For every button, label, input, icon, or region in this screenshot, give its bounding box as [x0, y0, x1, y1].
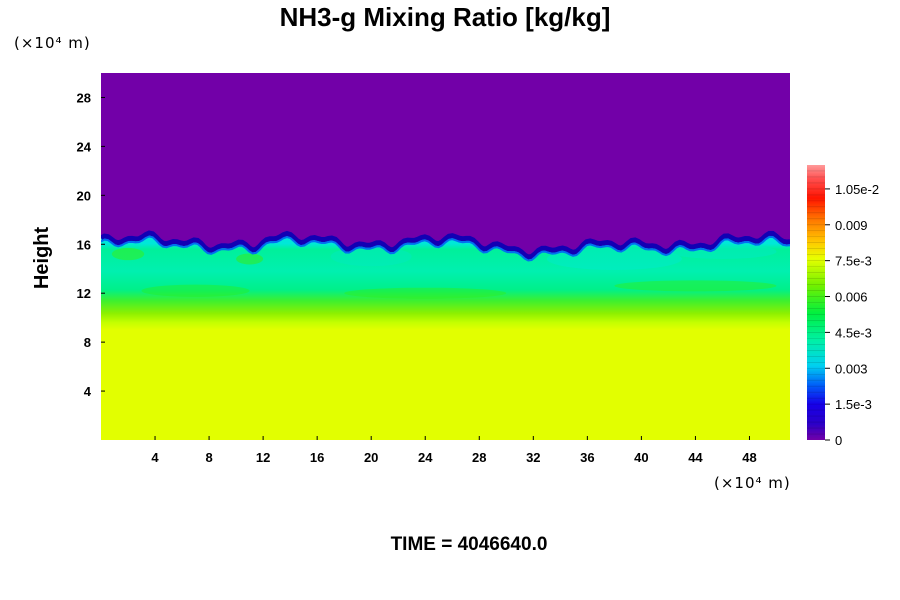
- colorbar-label: 7.5e-3: [835, 254, 872, 269]
- colorbar-label: 0.006: [835, 290, 868, 305]
- field-patch: [111, 247, 145, 261]
- field-patch: [344, 287, 507, 299]
- x-tick-label: 16: [310, 450, 324, 465]
- y-tick-label: 8: [84, 335, 91, 350]
- x-tick-label: 28: [472, 450, 486, 465]
- y-tick-label: 28: [77, 90, 91, 105]
- plot-area: [101, 73, 790, 440]
- y-tick-label: 16: [77, 237, 91, 252]
- y-axis-ticks: 4 8 12 16 20 24 28: [77, 90, 105, 399]
- x-tick-label: 4: [151, 450, 159, 465]
- upper-region-fill: [101, 73, 790, 257]
- colorbar-label: 4.5e-3: [835, 325, 872, 340]
- y-tick-label: 24: [77, 139, 92, 154]
- chart-title: NH3-g Mixing Ratio [kg/kg]: [280, 2, 611, 32]
- field-patch: [236, 253, 264, 265]
- x-tick-label: 48: [742, 450, 756, 465]
- y-tick-label: 4: [84, 384, 92, 399]
- field-patch: [141, 284, 250, 297]
- x-tick-label: 20: [364, 450, 378, 465]
- colorbar-labels: 0 1.5e-3 0.003 4.5e-3 0.006 7.5e-3 0.009 1.05e-…: [825, 182, 879, 448]
- x-tick-label: 32: [526, 450, 540, 465]
- y-tick-label: 12: [77, 286, 91, 301]
- x-tick-label: 12: [256, 450, 270, 465]
- colorbar: 0 1.5e-3 0.003 4.5e-3 0.006 7.5e-3 0.009 1.05e-…: [807, 165, 879, 448]
- time-label: TIME = 4046640.0: [391, 534, 548, 555]
- x-tick-label: 24: [418, 450, 433, 465]
- x-tick-label: 44: [688, 450, 703, 465]
- colorbar-contour-lines: [807, 170, 825, 435]
- x-tick-label: 8: [205, 450, 212, 465]
- field-patch: [614, 280, 777, 292]
- interface-line-light: [101, 235, 790, 262]
- x-tick-label: 40: [634, 450, 648, 465]
- colorbar-gradient: [807, 165, 825, 440]
- y-axis-label: Height: [31, 227, 53, 290]
- colorbar-label: 0.009: [835, 218, 868, 233]
- x-axis-ticks: 4 8 12 16 20 24 28 32 36 40 44 48: [151, 436, 757, 465]
- interface-line: [101, 230, 790, 260]
- x-tick-label: 36: [580, 450, 594, 465]
- y-tick-label: 20: [77, 188, 91, 203]
- colorbar-label: 1.05e-2: [835, 182, 879, 197]
- field-patch: [546, 247, 682, 270]
- colorbar-label: 0: [835, 433, 842, 448]
- x-axis-unit: (×10⁴ m): [714, 474, 791, 492]
- colorbar-label: 1.5e-3: [835, 397, 872, 412]
- colorbar-label: 0.003: [835, 361, 868, 376]
- y-axis-unit: (×10⁴ m): [14, 34, 91, 52]
